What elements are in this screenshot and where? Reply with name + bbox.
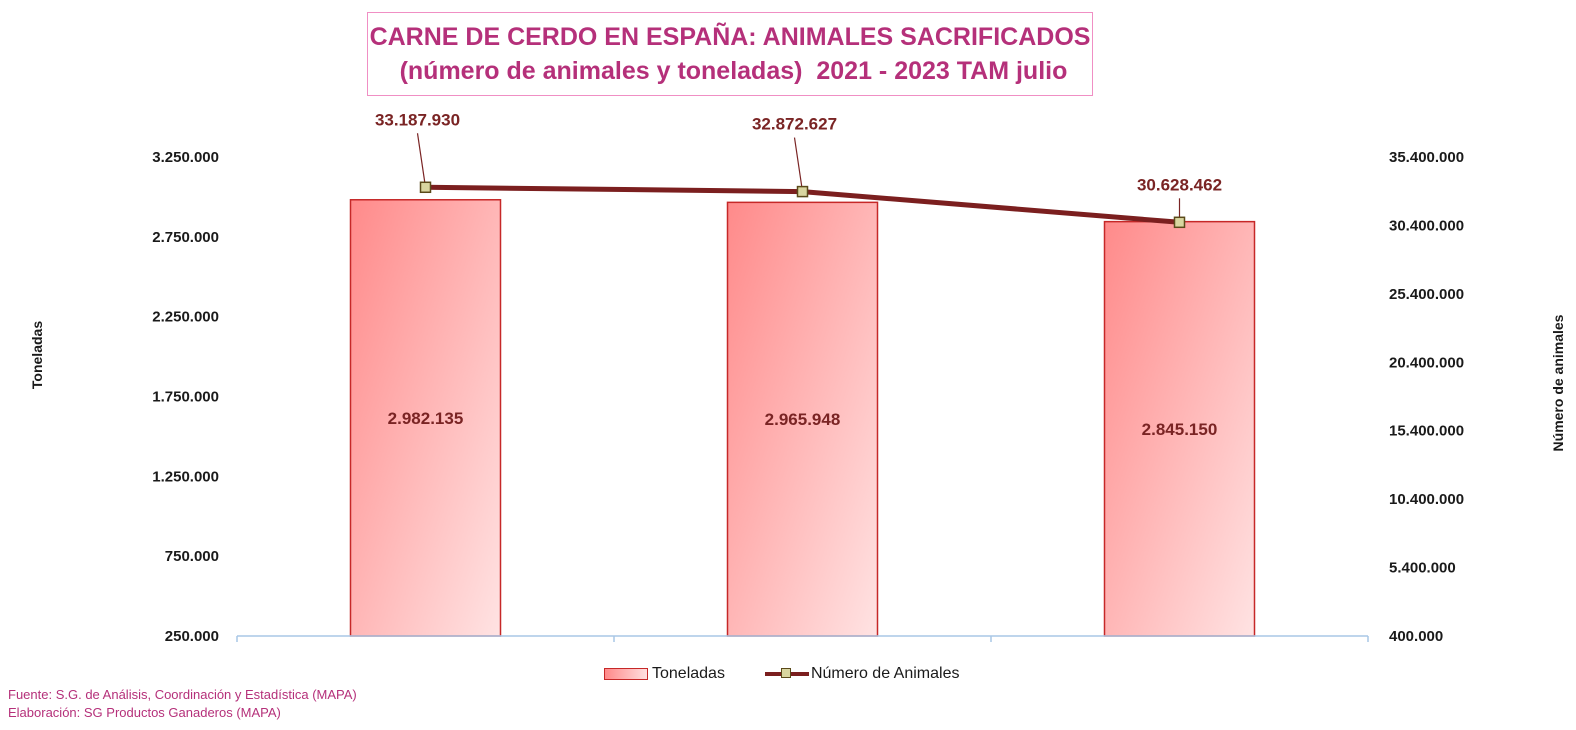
- legend-swatch-line: [764, 667, 809, 681]
- bar-data-label-0: 2.982.135: [388, 409, 464, 428]
- source-note: Fuente: S.G. de Análisis, Coordinación y…: [8, 686, 357, 722]
- legend-swatch-bar: [604, 668, 648, 680]
- y2-tick-label: 5.400.000: [1389, 560, 1456, 577]
- leader-line: [416, 133, 427, 188]
- source-line-2: Elaboración: SG Productos Ganaderos (MAP…: [8, 705, 281, 720]
- legend: Toneladas Número de Animales: [604, 665, 959, 683]
- y-tick-label: 3.250.000: [152, 149, 219, 166]
- bar-data-label-2: 2.845.150: [1142, 420, 1218, 439]
- bar-toneladas-1: [726, 201, 879, 637]
- source-line-1: Fuente: S.G. de Análisis, Coordinación y…: [8, 687, 357, 702]
- y2-tick-label: 400.000: [1389, 628, 1443, 645]
- y2-tick-label: 20.400.000: [1389, 354, 1464, 371]
- bar-toneladas-0: [349, 199, 502, 637]
- line-data-label-0: 33.187.930: [375, 110, 460, 129]
- legend-label-toneladas: Toneladas: [652, 665, 725, 682]
- y-tick-label: 2.750.000: [152, 229, 219, 246]
- chart-title: CARNE DE CERDO EN ESPAÑA: ANIMALES SACRI…: [367, 12, 1093, 96]
- chart-title-line-2: (número de animales y toneladas) 2021 - …: [392, 57, 1068, 85]
- y2-tick-label: 35.400.000: [1389, 149, 1464, 166]
- y-tick-label: 250.000: [165, 628, 219, 645]
- legend-item-toneladas: Toneladas: [604, 665, 725, 683]
- y2-axis-title: Número de animales: [1550, 314, 1566, 451]
- bar-data-label-1: 2.965.948: [765, 410, 841, 429]
- line-marker-1: [796, 185, 809, 198]
- line-data-label-1: 32.872.627: [752, 115, 837, 134]
- line-data-label-2: 30.628.462: [1137, 175, 1222, 194]
- y-tick-label: 1.750.000: [152, 389, 219, 406]
- y-axis-title: Toneladas: [29, 321, 45, 389]
- y2-tick-label: 10.400.000: [1389, 491, 1464, 508]
- legend-label-animales: Número de Animales: [810, 665, 960, 682]
- leader-line: [793, 137, 804, 192]
- y-tick-label: 2.250.000: [152, 309, 219, 326]
- line-marker-0: [419, 181, 432, 194]
- y2-tick-label: 15.400.000: [1389, 423, 1464, 440]
- chart-title-line-1: CARNE DE CERDO EN ESPAÑA: ANIMALES SACRI…: [369, 23, 1091, 51]
- y2-tick-label: 25.400.000: [1389, 286, 1464, 303]
- y-tick-label: 1.250.000: [152, 468, 219, 485]
- legend-item-animales: Número de Animales: [764, 665, 960, 683]
- y2-tick-label: 30.400.000: [1389, 217, 1464, 234]
- line-marker-2: [1173, 216, 1186, 229]
- y-tick-label: 750.000: [165, 548, 219, 565]
